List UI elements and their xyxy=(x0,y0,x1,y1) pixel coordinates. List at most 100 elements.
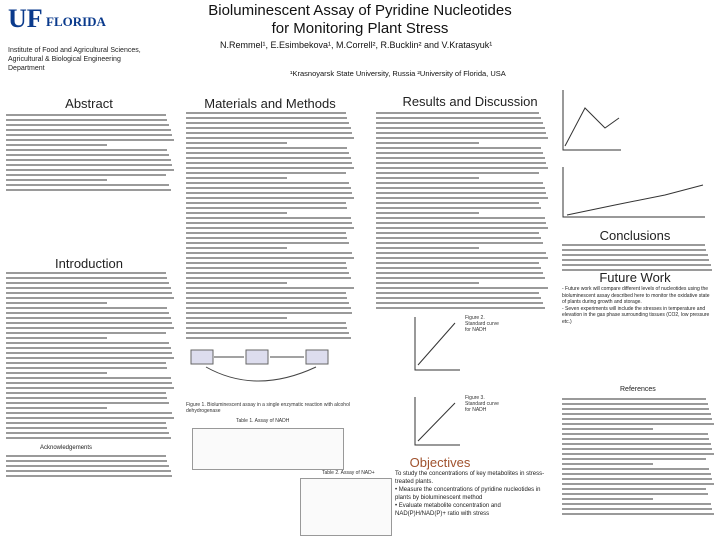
objective-intro: To study the concentrations of key metab… xyxy=(395,471,545,485)
text-line xyxy=(186,247,287,249)
text-line xyxy=(186,302,349,304)
text-line xyxy=(376,282,480,284)
text-line xyxy=(376,292,540,294)
text-line xyxy=(6,377,171,379)
text-line xyxy=(186,317,287,319)
text-line xyxy=(376,122,543,124)
section-heading: Objectives xyxy=(409,455,471,470)
text-line xyxy=(186,142,287,144)
text-line xyxy=(186,117,348,119)
text-line xyxy=(186,222,353,224)
text-line xyxy=(562,413,711,415)
text-line xyxy=(562,508,713,510)
text-line xyxy=(376,237,542,239)
text-line xyxy=(6,154,169,156)
text-line xyxy=(6,174,166,176)
text-line xyxy=(562,423,714,425)
text-line xyxy=(6,119,168,121)
text-line xyxy=(376,287,548,289)
text-line xyxy=(6,357,174,359)
section-heading: References xyxy=(620,386,656,393)
text-line xyxy=(562,483,714,485)
text-line xyxy=(6,312,169,314)
text-line xyxy=(6,475,173,477)
text-line xyxy=(376,297,542,299)
objective: • Measure the concentrations of pyridine… xyxy=(395,487,541,501)
text-line xyxy=(186,137,354,139)
text-line xyxy=(6,134,173,136)
text-line xyxy=(562,433,708,435)
text-line xyxy=(376,177,480,179)
text-line xyxy=(376,217,545,219)
text-line xyxy=(186,187,351,189)
text-line xyxy=(376,142,480,144)
section-heading: Materials and Methods xyxy=(204,96,336,111)
text-line xyxy=(186,237,348,239)
objectives: To study the concentrations of key metab… xyxy=(395,470,545,518)
text-line xyxy=(562,398,707,400)
text-line xyxy=(6,392,166,394)
text-line xyxy=(186,242,349,244)
text-line xyxy=(6,327,174,329)
future-work: - Future work will compare different lev… xyxy=(562,286,714,325)
text-line xyxy=(376,227,548,229)
text-line xyxy=(6,287,171,289)
text-line xyxy=(186,172,346,174)
authors: N.Remmel¹, E.Esimbekova¹, M.Correll², R.… xyxy=(220,40,493,50)
text-line xyxy=(186,227,354,229)
text-line xyxy=(186,232,346,234)
text-line xyxy=(6,297,174,299)
text-line xyxy=(376,192,547,194)
text-line xyxy=(562,264,711,266)
text-line xyxy=(6,437,171,439)
text-line xyxy=(186,212,287,214)
text-line xyxy=(6,397,168,399)
text-line xyxy=(186,312,353,314)
chart-thumbnail xyxy=(562,167,705,218)
text-line xyxy=(376,162,547,164)
section-heading: Acknowledgements xyxy=(40,445,93,451)
text-line xyxy=(376,247,480,249)
table-caption: Table 2. Assay of NAD+ xyxy=(322,470,375,476)
text-line xyxy=(6,332,166,334)
text-line xyxy=(6,382,173,384)
text-block xyxy=(6,114,174,194)
text-line xyxy=(6,422,166,424)
chart-thumbnail xyxy=(414,397,460,446)
text-line xyxy=(562,493,708,495)
text-line xyxy=(6,277,168,279)
text-line xyxy=(186,282,287,284)
objective: • Evaluate metabolite concentration and … xyxy=(395,503,501,517)
text-line xyxy=(562,259,709,261)
text-line xyxy=(6,149,168,151)
text-line xyxy=(376,172,540,174)
text-line xyxy=(6,159,171,161)
text-line xyxy=(6,412,173,414)
text-line xyxy=(376,187,545,189)
text-line xyxy=(376,257,548,259)
text-line xyxy=(186,297,348,299)
text-line xyxy=(562,254,708,256)
text-line xyxy=(562,478,713,480)
text-line xyxy=(376,152,543,154)
text-line xyxy=(6,465,169,467)
section-heading: Conclusions xyxy=(599,228,671,243)
future-item: - Seven experiments will include the str… xyxy=(562,305,710,325)
section-heading: Abstract xyxy=(65,96,113,111)
text-line xyxy=(6,139,174,141)
figure-caption: Figure 3. Standard curve for NADH xyxy=(465,395,499,413)
text-line xyxy=(376,197,548,199)
text-line xyxy=(6,184,169,186)
text-line xyxy=(186,322,346,324)
text-line xyxy=(6,460,168,462)
text-line xyxy=(376,147,542,149)
text-line xyxy=(562,428,654,430)
text-line xyxy=(376,252,547,254)
text-line xyxy=(6,169,174,171)
text-line xyxy=(186,197,354,199)
text-line xyxy=(186,332,349,334)
text-line xyxy=(562,488,707,490)
text-line xyxy=(186,287,354,289)
text-line xyxy=(186,167,354,169)
text-line xyxy=(186,147,348,149)
